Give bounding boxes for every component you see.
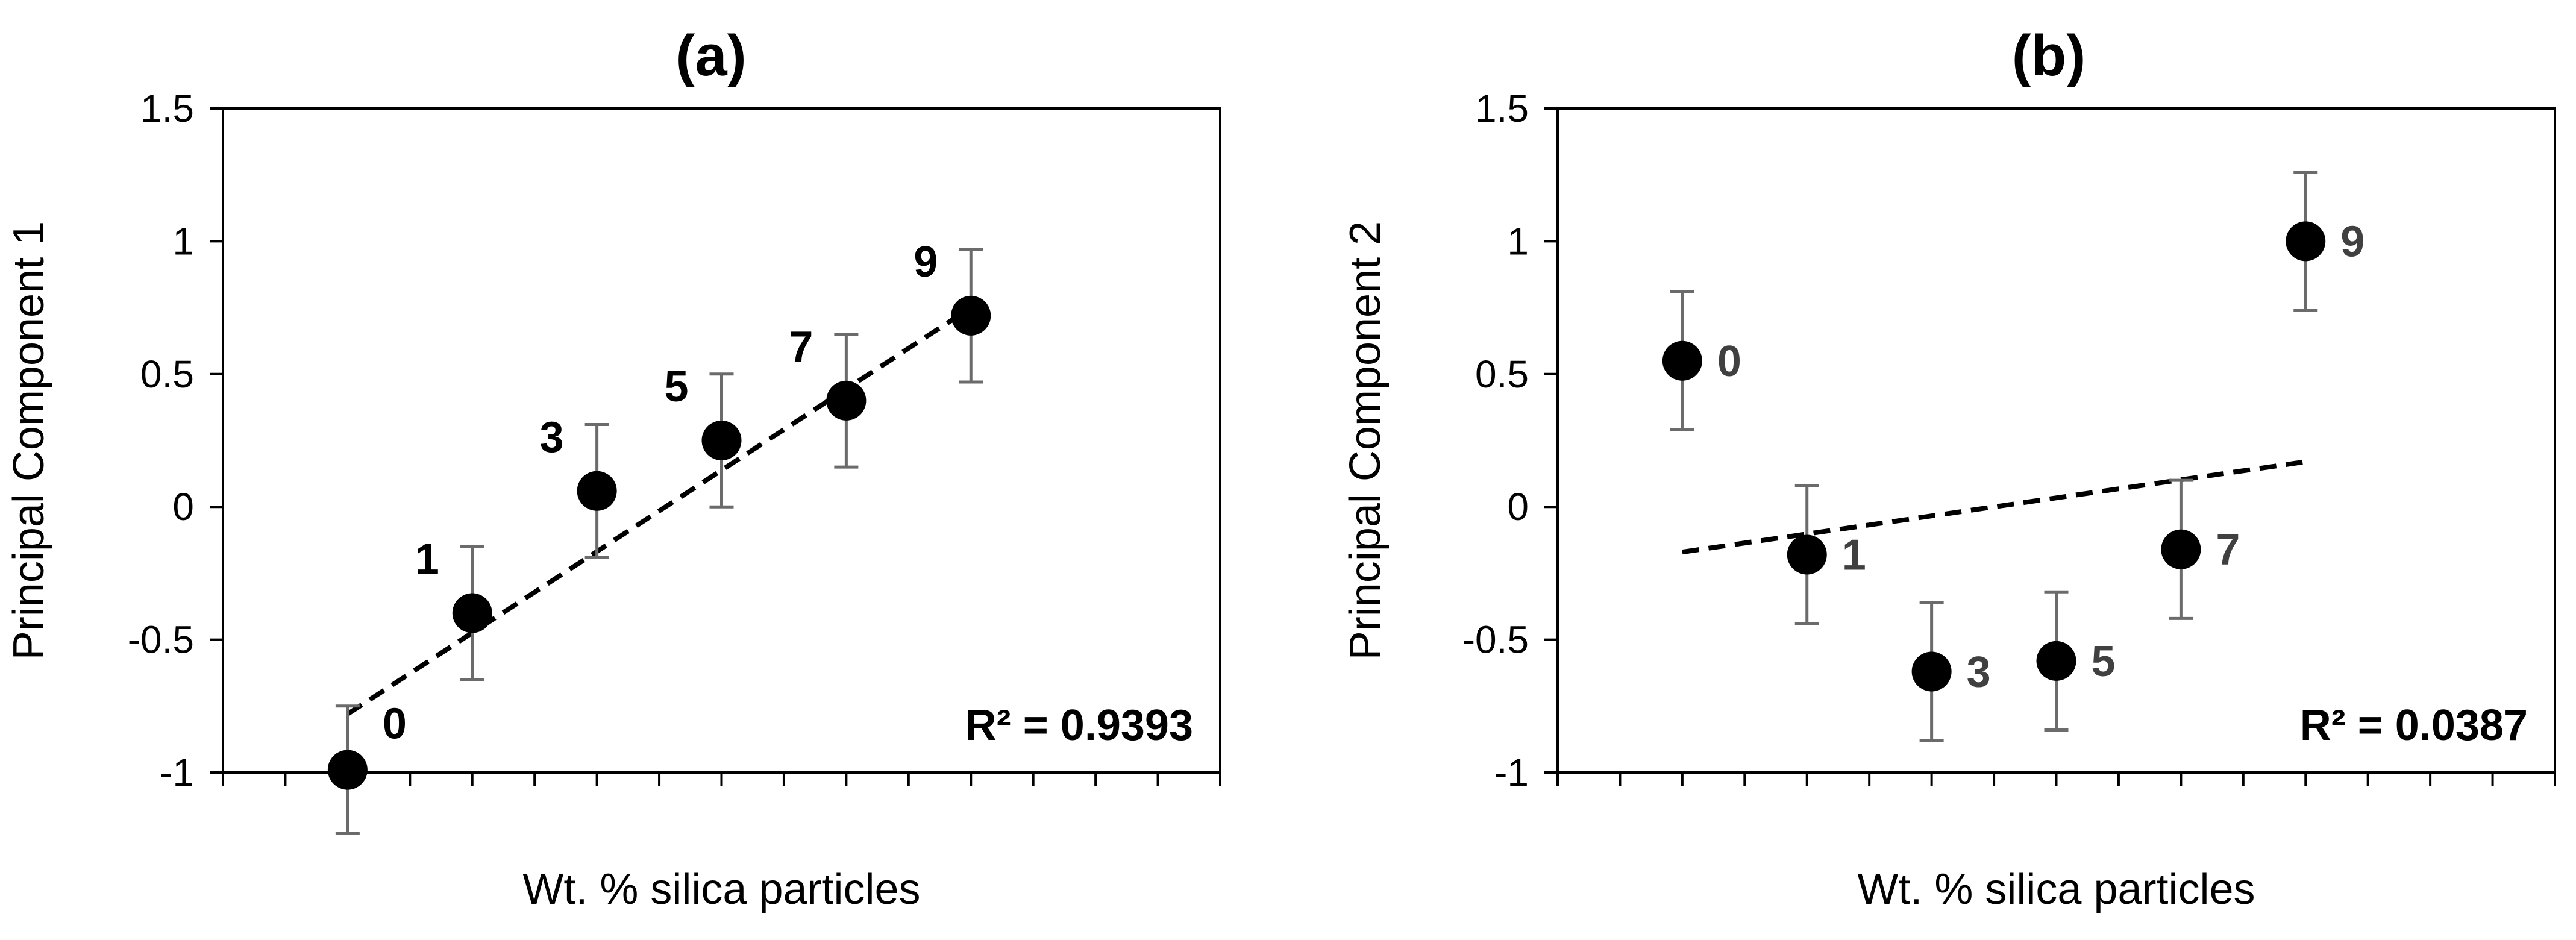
point-label: 7	[2216, 526, 2240, 574]
y-tick-label: 1	[1507, 219, 1529, 263]
chart-panel-a: (a) -1 -0.5 0 0.5 1 1.5 Wt. % silica particles P…	[5, 24, 1221, 913]
data-point	[1662, 340, 1702, 381]
y-tick-label: 1	[172, 219, 194, 263]
y-tick-label: 0	[1507, 485, 1529, 528]
point-label: 1	[415, 536, 439, 584]
y-axis-title: Principal Component 1	[5, 221, 53, 660]
data-point	[2036, 641, 2076, 681]
data-point	[2161, 529, 2201, 569]
point-label: 0	[1717, 337, 1741, 386]
x-axis-title: Wt. % silica particles	[1857, 865, 2255, 913]
point-label: 5	[664, 363, 688, 411]
point-label: 3	[540, 413, 564, 462]
point-label: 5	[2091, 638, 2115, 686]
trendline	[1682, 459, 2306, 555]
y-tick-label: -0.5	[128, 618, 194, 662]
y-tick-label: -0.5	[1462, 618, 1529, 662]
data-point	[701, 421, 742, 460]
chart-title: (a)	[675, 24, 746, 88]
data-point	[951, 295, 991, 336]
x-axis-title: Wt. % silica particles	[522, 865, 920, 913]
y-tick-label: 0.5	[140, 352, 194, 396]
point-label: 3	[1967, 648, 1991, 696]
chart-title: (b)	[2012, 24, 2086, 88]
point-label: 1	[1842, 531, 1866, 580]
data-point	[826, 380, 867, 421]
point-label: 9	[2340, 218, 2364, 266]
data-point	[1911, 651, 1952, 692]
y-tick-label: -1	[160, 751, 194, 794]
y-axis-title: Principal Component 2	[1341, 221, 1390, 660]
y-tick-label: -1	[1494, 751, 1529, 794]
point-label: 0	[383, 700, 407, 748]
trendline	[346, 306, 973, 716]
point-label: 7	[789, 323, 813, 371]
data-point	[2286, 221, 2326, 262]
y-tick-label: 0.5	[1475, 352, 1529, 396]
r-squared-label: R² = 0.9393	[965, 701, 1193, 750]
y-tick-label: 0	[172, 485, 194, 528]
data-point	[577, 471, 617, 511]
data-point	[452, 593, 492, 633]
y-tick-label: 1.5	[140, 87, 194, 130]
y-tick-label: 1.5	[1475, 87, 1529, 130]
point-label: 9	[914, 238, 938, 286]
r-squared-label: R² = 0.0387	[2300, 701, 2528, 750]
data-point	[1787, 534, 1827, 575]
chart-panel-b: (b) -1 -0.5 0 0.5 1 1.5 Wt. % silica particles P…	[1341, 24, 2556, 913]
data-point	[327, 750, 368, 790]
